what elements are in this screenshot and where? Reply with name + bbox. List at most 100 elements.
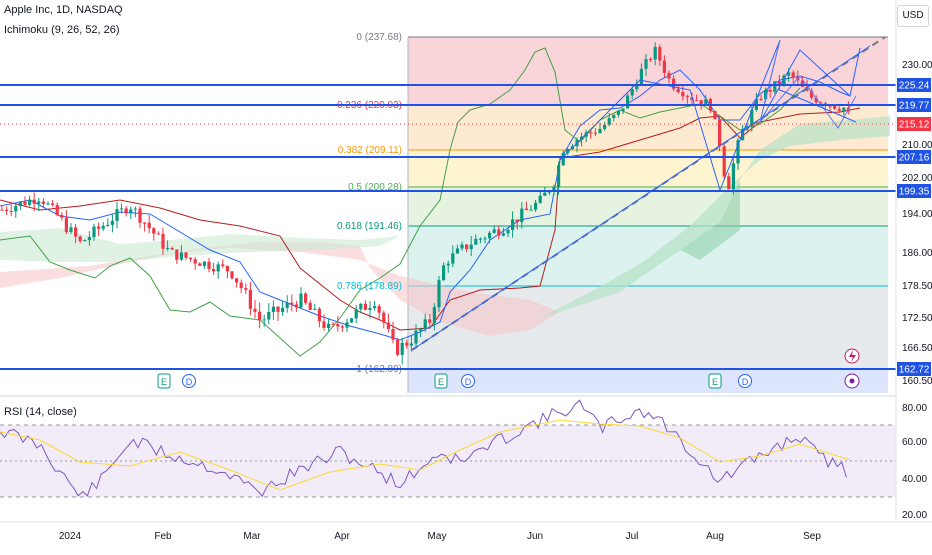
candle <box>55 204 59 215</box>
price-tick-label: 202.00 <box>902 173 932 184</box>
horizontal-levels[interactable] <box>0 84 896 370</box>
earnings-marker[interactable]: E <box>157 373 171 389</box>
dividend-badge <box>182 374 196 388</box>
candle <box>83 240 87 242</box>
candle <box>658 46 662 61</box>
candle <box>699 100 703 105</box>
candle <box>566 149 570 153</box>
rsi-ma-line <box>0 419 851 491</box>
candle <box>529 209 533 211</box>
candle <box>639 68 643 86</box>
symbol-title[interactable]: Apple Inc, 1D, NASDAQ <box>4 4 123 16</box>
candle <box>143 222 147 224</box>
currency-button[interactable]: USD <box>897 5 929 27</box>
candle <box>184 252 188 258</box>
drawing-tools[interactable] <box>0 36 896 351</box>
candle <box>350 318 354 323</box>
candle <box>5 209 9 212</box>
candle <box>373 306 377 309</box>
candle <box>515 219 519 223</box>
price-tick-label: 194.00 <box>902 209 932 220</box>
event-marker-label: E <box>712 377 718 387</box>
candle <box>179 252 183 260</box>
candle <box>409 343 413 346</box>
candle <box>166 248 170 250</box>
rsi-tick-label: 40.00 <box>902 474 927 485</box>
candle <box>74 227 78 237</box>
time-axis-label: 2024 <box>59 531 82 542</box>
candle <box>41 201 45 204</box>
candle <box>64 217 68 233</box>
candle <box>216 264 220 272</box>
candle <box>644 59 648 69</box>
price-tick-label: 172.50 <box>902 313 932 324</box>
price-badge <box>897 184 931 198</box>
candle <box>253 308 257 312</box>
candle <box>32 199 36 204</box>
candle <box>819 102 823 104</box>
candle <box>60 214 64 218</box>
candle <box>446 263 450 266</box>
rsi-tick-label: 60.00 <box>902 437 927 448</box>
candle <box>138 208 142 223</box>
candle <box>727 176 731 190</box>
ichimoku-legend[interactable]: Ichimoku (9, 26, 52, 26) <box>4 24 120 36</box>
fib-band <box>408 369 888 393</box>
candle <box>488 232 492 239</box>
candle <box>492 229 496 233</box>
candle <box>386 322 390 329</box>
ichimoku-cloud <box>0 116 890 336</box>
candle <box>106 224 110 226</box>
candle <box>221 264 225 267</box>
candle <box>327 323 331 328</box>
candle <box>354 309 358 319</box>
price-tick-label: 230.00 <box>902 60 932 71</box>
candle <box>359 303 363 310</box>
event-marker-label: D <box>186 377 193 387</box>
lagging-span <box>0 47 801 357</box>
candle <box>51 203 55 205</box>
earnings-marker[interactable]: E <box>708 373 722 389</box>
candle <box>483 238 487 240</box>
fib-level-label: 0.618 (191.46) <box>337 221 402 232</box>
event-marker-label: D <box>742 377 749 387</box>
candle <box>317 308 321 322</box>
candle <box>465 244 469 250</box>
dividend-marker[interactable]: D <box>461 374 475 388</box>
earnings-marker[interactable]: E <box>434 373 448 389</box>
candle <box>690 97 694 101</box>
candle <box>460 244 464 249</box>
time-axis-label: Sep <box>803 531 821 542</box>
candle <box>695 100 699 102</box>
candle <box>189 257 193 260</box>
dividend-marker[interactable]: D <box>182 374 196 388</box>
candle <box>290 302 294 305</box>
candle <box>520 208 524 223</box>
earnings-badge <box>708 373 722 389</box>
price-tick-label: 178.50 <box>902 281 932 292</box>
candle <box>161 233 165 249</box>
cloud-bullish-dense <box>680 180 740 260</box>
candle <box>777 81 781 85</box>
candle <box>115 209 119 221</box>
candlestick-series[interactable] <box>0 42 850 365</box>
candle <box>653 46 657 60</box>
candle <box>110 220 114 225</box>
time-axis-label: May <box>428 531 447 542</box>
candle <box>368 308 372 310</box>
candle <box>672 78 676 89</box>
rsi-tick-label: 80.00 <box>902 403 927 414</box>
candle <box>258 311 262 321</box>
rsi-legend[interactable]: RSI (14, close) <box>4 406 77 418</box>
price-badge <box>897 78 931 92</box>
candle <box>87 237 91 241</box>
price-badge-label: 225.24 <box>899 81 930 92</box>
candle <box>534 202 538 210</box>
fib-band <box>408 226 888 286</box>
price-badge <box>897 150 931 164</box>
dividend-marker[interactable]: D <box>738 374 752 388</box>
time-axis-label: Jun <box>527 531 543 542</box>
candle <box>97 226 101 229</box>
